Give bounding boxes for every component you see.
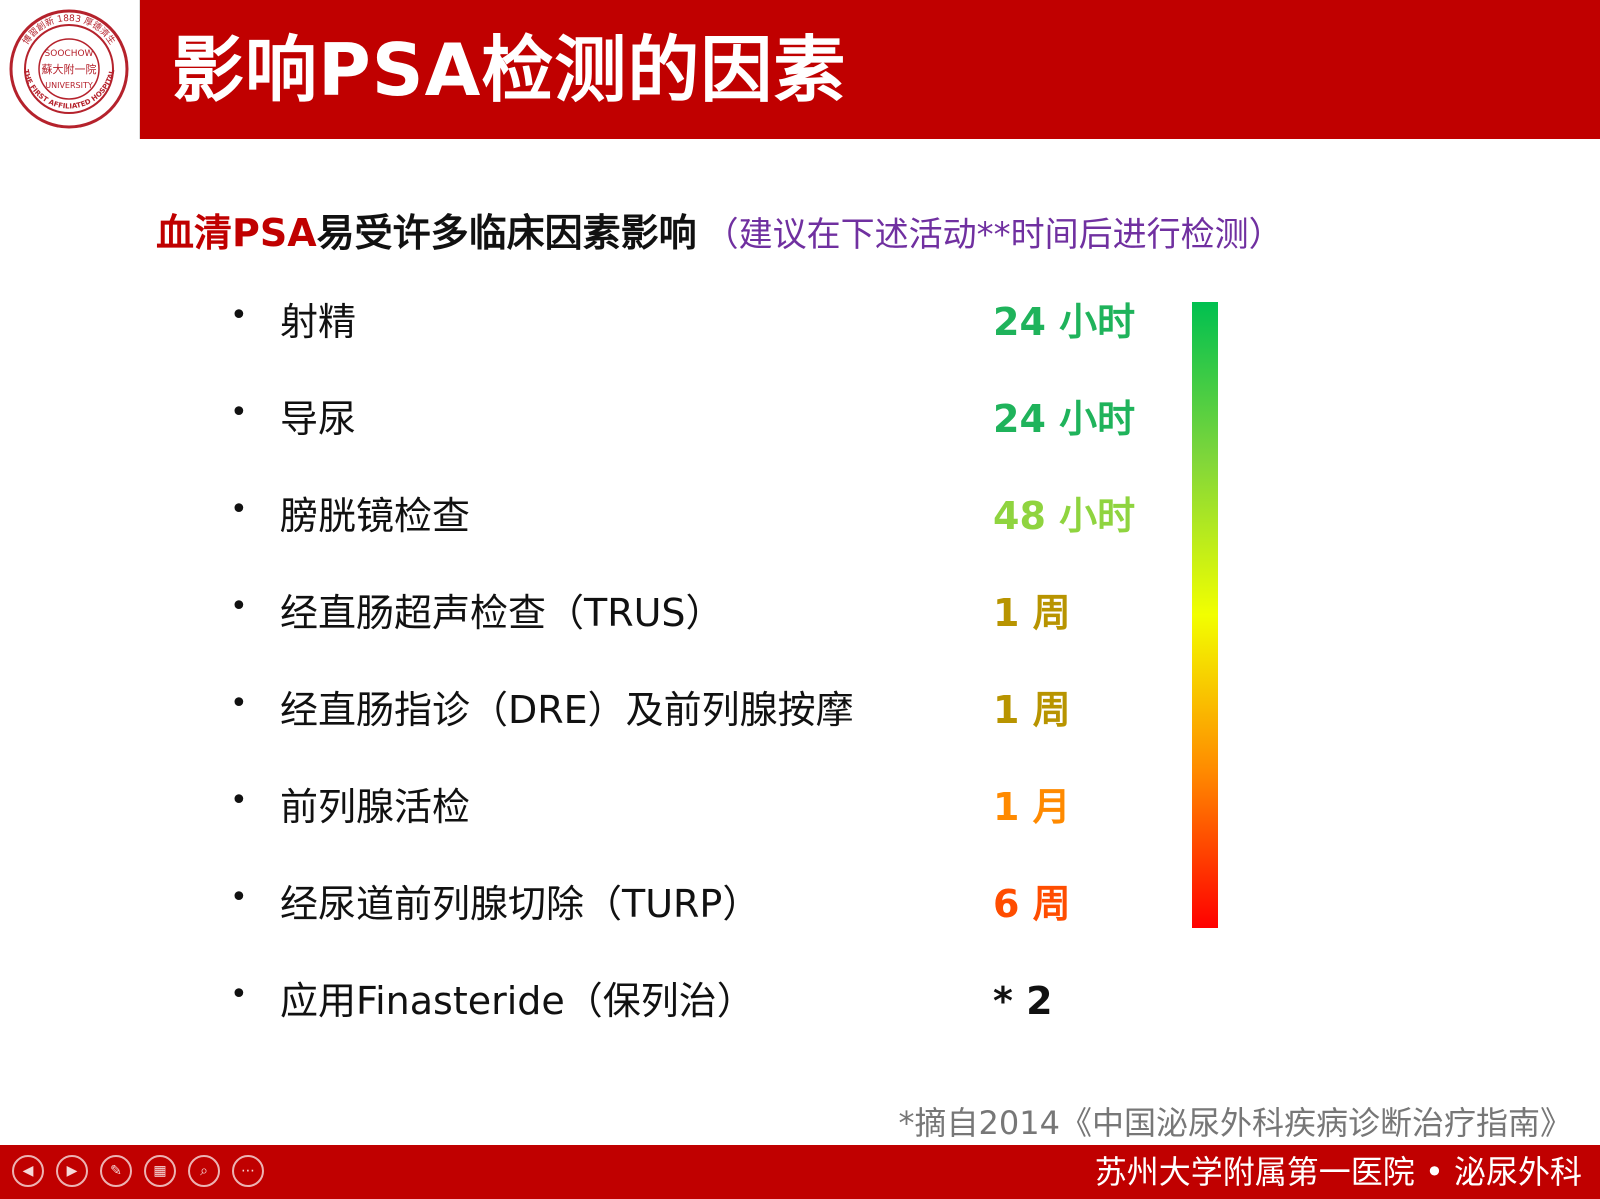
bullet: • bbox=[230, 395, 248, 430]
factor-row: • 应用Finasteride（保列治） * 2 bbox=[0, 973, 1600, 1033]
factor-label: 膀胱镜检查 bbox=[280, 494, 471, 538]
hospital-logo: 博習創新 1883 厚德濟生 THE FIRST AFFILIATED HOSP… bbox=[0, 0, 140, 139]
factor-label: 应用Finasteride（保列治） bbox=[280, 979, 755, 1023]
prev-icon[interactable]: ◀ bbox=[12, 1155, 44, 1187]
wait-time-value: 24 小时 bbox=[993, 397, 1136, 441]
subtitle-note: （建议在下述活动**时间后进行检测） bbox=[704, 215, 1283, 255]
bullet: • bbox=[230, 880, 248, 915]
slide-subtitle: 血清PSA易受许多临床因素影响 （建议在下述活动**时间后进行检测） bbox=[156, 208, 1283, 260]
factor-row: • 膀胱镜检查 48 小时 bbox=[0, 488, 1600, 548]
factor-label: 射精 bbox=[280, 300, 357, 344]
presentation-controls: ◀ ▶ ✎ ▦ ⌕ ⋯ bbox=[12, 1155, 264, 1187]
logo-text-bottom: UNIVERSITY bbox=[45, 81, 93, 90]
bullet: • bbox=[230, 783, 248, 818]
wait-time-value: 1 月 bbox=[993, 785, 1071, 829]
more-icon[interactable]: ⋯ bbox=[232, 1155, 264, 1187]
factor-label: 导尿 bbox=[280, 397, 357, 441]
title-bar: 博習創新 1883 厚德濟生 THE FIRST AFFILIATED HOSP… bbox=[0, 0, 1600, 139]
factor-label: 经尿道前列腺切除（TURP） bbox=[280, 882, 761, 926]
logo-text-mid: 蘇大附一院 bbox=[42, 62, 97, 76]
bullet: • bbox=[230, 298, 248, 333]
factor-row: • 前列腺活检 1 月 bbox=[0, 779, 1600, 839]
factor-row: • 经直肠超声检查（TRUS） 1 周 bbox=[0, 585, 1600, 645]
factor-label: 前列腺活检 bbox=[280, 785, 471, 829]
next-icon[interactable]: ▶ bbox=[56, 1155, 88, 1187]
wait-time-value: 1 周 bbox=[993, 591, 1071, 635]
logo-text-top: SOOCHOW bbox=[45, 49, 94, 59]
wait-time-value: 6 周 bbox=[993, 882, 1071, 926]
subtitle-text: 易受许多临床因素影响 bbox=[316, 211, 697, 255]
slides-icon[interactable]: ▦ bbox=[144, 1155, 176, 1187]
factor-row: • 射精 24 小时 bbox=[0, 294, 1600, 354]
subtitle-highlight: 血清PSA bbox=[156, 211, 317, 255]
wait-time-value: 1 周 bbox=[993, 688, 1071, 732]
footer-bar: ◀ ▶ ✎ ▦ ⌕ ⋯ 苏州大学附属第一医院 • 泌尿外科 bbox=[0, 1145, 1600, 1199]
wait-time-value: * 2 bbox=[993, 979, 1053, 1023]
bullet: • bbox=[230, 686, 248, 721]
factor-label: 经直肠超声检查（TRUS） bbox=[280, 591, 724, 635]
factor-label: 经直肠指诊（DRE）及前列腺按摩 bbox=[280, 688, 854, 732]
factor-row: • 经尿道前列腺切除（TURP） 6 周 bbox=[0, 876, 1600, 936]
pen-icon[interactable]: ✎ bbox=[100, 1155, 132, 1187]
wait-time-value: 48 小时 bbox=[993, 494, 1136, 538]
bullet: • bbox=[230, 977, 248, 1012]
bullet: • bbox=[230, 492, 248, 527]
factor-row: • 导尿 24 小时 bbox=[0, 391, 1600, 451]
time-gradient-bar bbox=[1192, 302, 1218, 928]
footer-department: 苏州大学附属第一医院 • 泌尿外科 bbox=[1094, 1153, 1582, 1191]
wait-time-value: 24 小时 bbox=[993, 300, 1136, 344]
factor-row: • 经直肠指诊（DRE）及前列腺按摩 1 周 bbox=[0, 682, 1600, 742]
bullet: • bbox=[230, 589, 248, 624]
logo-seal-icon: 博習創新 1883 厚德濟生 THE FIRST AFFILIATED HOSP… bbox=[9, 9, 129, 129]
source-citation: *摘自2014《中国泌尿外科疾病诊断治疗指南》 bbox=[898, 1104, 1572, 1142]
zoom-icon[interactable]: ⌕ bbox=[188, 1155, 220, 1187]
page-title: 影响PSA检测的因素 bbox=[172, 28, 847, 112]
